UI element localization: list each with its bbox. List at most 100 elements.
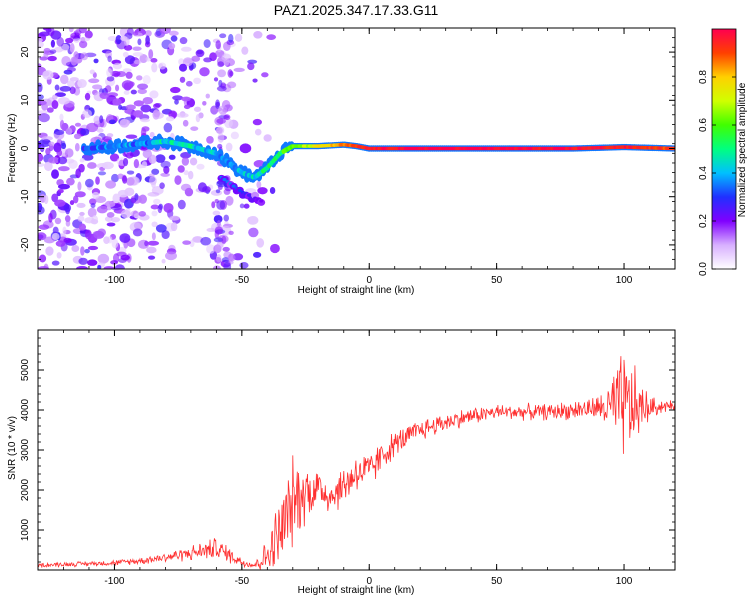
snr-y-tick-labels: 1000 2000 3000 4000 5000 — [20, 358, 31, 541]
spectrogram-noise-blob — [239, 262, 249, 269]
spectrogram-noise-blob — [217, 143, 223, 150]
spectrogram-noise-blob — [220, 111, 226, 116]
spectrogram-noise-blob — [117, 173, 124, 179]
spectrogram-noise-blob — [38, 266, 49, 269]
spectrogram-noise-blob — [112, 193, 120, 204]
spectrogram-noise-blob — [40, 98, 52, 107]
spectrogram-noise-blob — [183, 170, 189, 176]
spectrogram-noise-blob — [87, 162, 97, 169]
spectrogram-noise-blob — [163, 202, 174, 213]
spectrogram-branch-core — [259, 199, 264, 203]
spectrogram-noise-blob — [43, 236, 56, 244]
spectrogram-noise-blob — [57, 156, 68, 165]
snr-x-tick-labels: -100 -50 0 50 100 — [104, 576, 632, 587]
spectrogram-noise-blob — [252, 251, 262, 258]
spectrogram-noise-blob — [103, 236, 110, 244]
spectrogram-noise-blob — [115, 34, 122, 45]
spectrogram-noise-blob — [120, 254, 130, 261]
spectrogram-noise-blob — [66, 177, 75, 186]
spectrogram-noise-blob — [38, 202, 43, 212]
spectrogram-noise-blob — [56, 37, 65, 47]
spectrogram-noise-blob — [147, 255, 156, 260]
spectrogram-noise-blob — [180, 152, 192, 159]
spectrogram-noise-blob — [101, 161, 114, 170]
spectrogram-noise-blob — [159, 28, 171, 35]
snr-y-axis-label: SNR (10 * v/v) — [7, 416, 18, 480]
spectrogram-noise-blob — [111, 173, 119, 183]
spectrogram-noise-blob — [169, 86, 181, 94]
spectrogram-noise-blob — [62, 226, 67, 235]
spectrogram-branch-core — [231, 184, 236, 188]
spectrogram-noise-blob — [125, 104, 136, 110]
spectrogram-noise-blob — [55, 240, 66, 247]
spectrogram-noise-blob — [89, 69, 95, 75]
spectrogram-noise-blob — [56, 149, 63, 157]
spectrogram-noise-blob — [56, 252, 62, 259]
spectrogram-noise-blob — [63, 203, 72, 213]
spectrogram-noise-blob — [217, 133, 225, 143]
spectrogram-noise-blob — [153, 109, 161, 118]
colorbar-tick-label: 0.6 — [698, 118, 709, 132]
spectrogram-y-tick-label: 10 — [20, 94, 31, 106]
spectrogram-noise-blob — [99, 115, 104, 124]
spectrogram-noise-blob — [73, 133, 82, 140]
spectrogram-noise-blob — [133, 158, 140, 169]
spectrogram-noise-blob — [144, 240, 149, 247]
spectrogram-noise-blob — [239, 143, 252, 154]
spectrogram-noise-blob — [68, 28, 74, 33]
spectrogram-noise-blob — [105, 200, 116, 208]
spectrogram-noise-blob — [93, 58, 99, 64]
spectrogram-noise-blob — [182, 240, 191, 245]
spectrogram-noise-blob — [225, 142, 233, 152]
spectrogram-noise-blob — [52, 226, 59, 235]
spectrogram-noise-blob — [84, 248, 90, 254]
spectrogram-noise-blob — [90, 202, 96, 209]
spectrogram-noise-blob — [132, 46, 142, 51]
spectrogram-noise-blob — [164, 251, 177, 261]
spectrogram-noise-blob — [170, 35, 178, 42]
spectrogram-noise-blob — [150, 204, 159, 210]
spectrogram-noise-blob — [180, 46, 192, 52]
spectrogram-noise-blob — [183, 104, 191, 110]
snr-x-axis-label: Height of straight line (km) — [298, 585, 415, 596]
spectrogram-noise-blob — [247, 215, 259, 225]
spectrogram-noise-blob — [215, 40, 221, 50]
spectrogram-noise-blob — [252, 78, 258, 83]
spectrogram-y-axis-label: Frequency (Hz) — [7, 114, 18, 183]
spectrogram-noise-blob — [147, 192, 160, 197]
spectrogram-noise-blob — [214, 226, 224, 235]
spectrogram-noise-blob — [93, 230, 105, 239]
spectrogram-noise-blob — [107, 55, 112, 63]
spectrogram-noise-blob — [221, 235, 227, 245]
spectrogram-noise-blob — [197, 182, 207, 193]
spectrogram-noise-blob — [51, 100, 59, 110]
spectrogram-noise-blob — [252, 118, 262, 126]
spectrogram-noise-blob — [74, 143, 80, 152]
spectrogram-noise-blob — [38, 94, 44, 100]
spectrogram-noise-blob — [104, 85, 112, 93]
spectrogram-noise-blob — [87, 207, 97, 218]
spectrogram-noise-blob — [43, 50, 49, 60]
spectrogram-noise-blob — [84, 92, 91, 101]
spectrogram-noise-blob — [112, 62, 123, 70]
spectrogram-noise-blob — [121, 80, 134, 90]
spectrogram-noise-blob — [51, 193, 59, 203]
spectrogram-noise-blob — [122, 68, 132, 73]
spectrogram-noise-blob — [65, 220, 71, 227]
spectrogram-noise-blob — [58, 183, 70, 190]
spectrogram-noise-blob — [191, 55, 201, 62]
spectrogram-noise-blob — [216, 200, 226, 210]
spectrogram-noise-blob — [114, 84, 120, 92]
spectrogram-noise-blob — [124, 55, 136, 65]
spectrogram-noise-blob — [256, 180, 262, 189]
spectrogram-noise-blob — [89, 198, 97, 205]
spectrogram-noise-blob — [79, 158, 85, 163]
spectrogram-noise-blob — [141, 126, 150, 132]
snr-y-tick-label: 5000 — [20, 358, 31, 381]
spectrogram-branch-core — [237, 188, 242, 193]
spectrogram-noise-blob — [190, 126, 199, 131]
spectrogram-noise-blob — [263, 134, 272, 142]
spectrogram-noise-blob — [48, 141, 55, 146]
spectrogram-noise-blob — [154, 103, 162, 108]
spectrogram-noise-blob — [254, 128, 262, 136]
